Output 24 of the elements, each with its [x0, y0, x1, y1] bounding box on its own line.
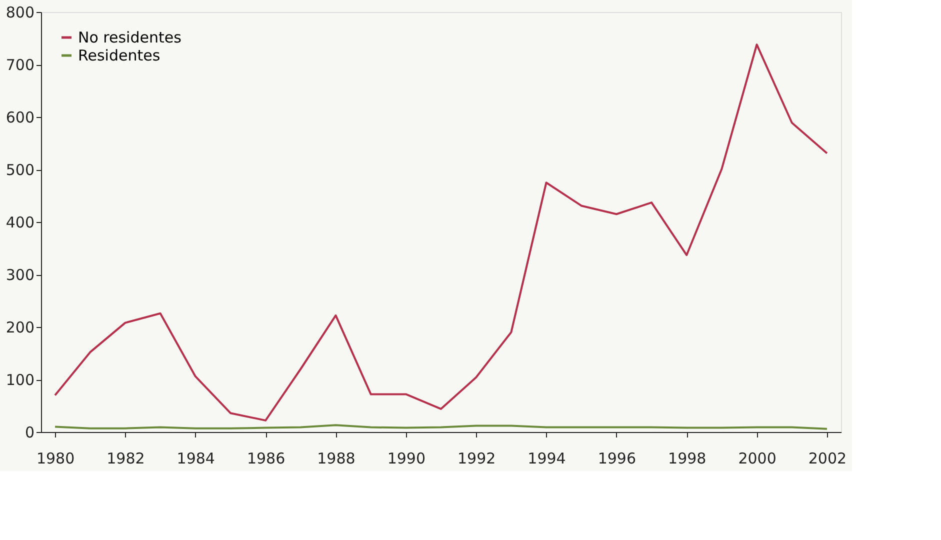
y-tick-label: 100 — [6, 371, 34, 389]
x-tick-label: 1998 — [668, 450, 706, 468]
y-tick-label: 200 — [6, 318, 34, 336]
x-tick-label: 1982 — [106, 450, 145, 468]
y-tick-label: 300 — [6, 266, 34, 284]
x-tick-label: 1984 — [176, 450, 215, 468]
y-tick-label: 800 — [6, 4, 34, 22]
x-tick-label: 2002 — [808, 450, 847, 468]
x-tick-label: 1988 — [317, 450, 356, 468]
x-tick-label: 1986 — [246, 450, 286, 468]
line-series — [54, 44, 828, 422]
x-tick-label: 1990 — [387, 450, 426, 468]
x-tick-label: 1980 — [36, 450, 75, 468]
legend-label: No residentes — [78, 28, 182, 46]
x-tick-label: 1992 — [457, 450, 496, 468]
x-tick-label: 1994 — [528, 450, 566, 468]
y-tick-label: 600 — [6, 108, 34, 126]
x-tick-label: 2000 — [738, 450, 776, 468]
y-tick-label: 0 — [24, 424, 34, 442]
y-tick-label: 400 — [6, 214, 34, 232]
y-tick-label: 500 — [6, 161, 34, 179]
legend-label: Residentes — [78, 46, 160, 64]
y-tick-label: 700 — [6, 56, 34, 74]
x-tick-label: 1996 — [598, 450, 636, 468]
